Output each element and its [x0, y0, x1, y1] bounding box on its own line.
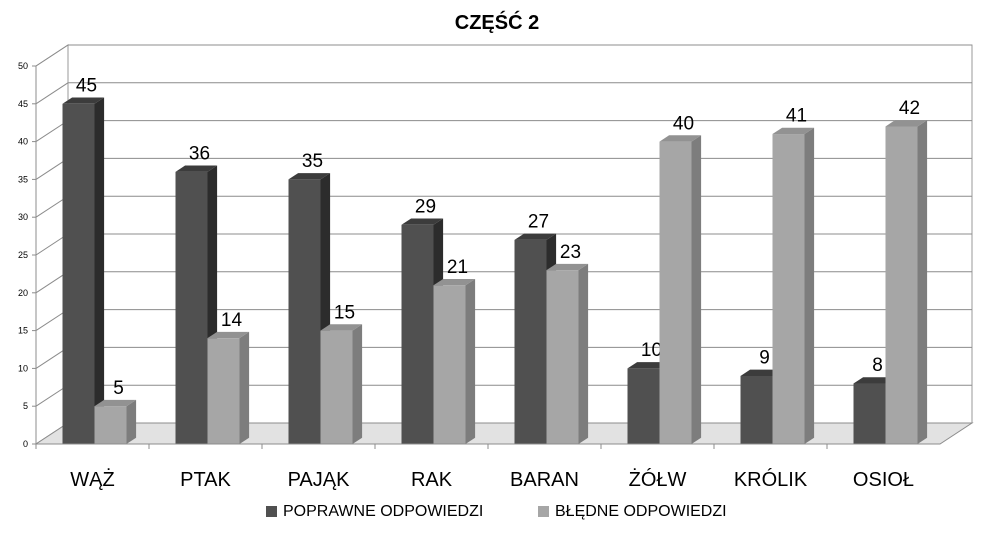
bar-front [546, 270, 579, 444]
x-tick-label: PAJĄK [288, 469, 351, 491]
bar-front [740, 375, 773, 444]
bar-side [804, 127, 815, 445]
legend-swatch [266, 506, 277, 517]
x-axis: WĄŻ PTAK PAJĄK RAK BARAN ŻÓŁW KRÓLIK OSIOŁ [35, 443, 940, 491]
x-tick-label: ŻÓŁW [629, 468, 687, 491]
y-tick-label: 40 [18, 137, 28, 147]
gridline [35, 44, 972, 67]
bar-top [207, 331, 250, 339]
bar-side [94, 97, 105, 444]
y-tick-label: 50 [18, 61, 28, 71]
x-tick-label: KRÓLIK [734, 468, 808, 491]
bar [433, 278, 476, 444]
bar-front [772, 134, 805, 445]
y-tick-label: 45 [18, 99, 28, 109]
bar-front [401, 224, 434, 444]
bar-front [853, 383, 886, 444]
bar-top [885, 120, 928, 127]
bar-front [433, 285, 466, 444]
bar-side [917, 120, 928, 445]
y-tick-label: 25 [18, 250, 28, 260]
gridline [35, 82, 972, 105]
bar-top [740, 369, 783, 376]
legend: POPRAWNE ODPOWIEDZI BŁĘDNE ODPOWIEDZI [266, 503, 727, 520]
data-label: 15 [334, 302, 355, 323]
legend-item: BŁĘDNE ODPOWIEDZI [538, 503, 727, 520]
bar-side [352, 324, 363, 444]
data-label: 9 [759, 348, 770, 369]
data-label: 5 [113, 378, 124, 399]
legend-label: POPRAWNE ODPOWIEDZI [283, 503, 483, 520]
bar-front [175, 171, 208, 444]
bar [885, 120, 928, 445]
bar [94, 399, 137, 444]
bar-top [320, 324, 363, 331]
bar-front [659, 141, 692, 444]
bar-side [465, 278, 476, 444]
data-label: 8 [872, 355, 883, 376]
chart-title: CZĘŚĆ 2 [455, 10, 539, 34]
data-label: 35 [302, 151, 323, 172]
bar-top [288, 173, 331, 180]
bars: 45 5 36 14 35 15 29 21 27 23 10 40 9 41 8 42 [62, 76, 928, 445]
y-tick-label: 5 [23, 401, 28, 411]
bar-front [62, 103, 95, 445]
data-label: 14 [221, 310, 243, 331]
y-tick-label: 30 [18, 212, 28, 222]
x-tick-label: PTAK [180, 469, 231, 491]
x-tick-label: OSIOŁ [853, 469, 914, 491]
bar-front [885, 126, 918, 444]
y-axis: 0 5 10 15 20 25 30 35 40 45 50 [18, 61, 37, 449]
bar-top [94, 399, 137, 407]
y-tick-label: 35 [18, 174, 28, 184]
x-tick-label: RAK [411, 469, 453, 491]
bar-side [126, 399, 137, 444]
bar-top [546, 263, 589, 271]
legend-label: BŁĘDNE ODPOWIEDZI [555, 503, 727, 520]
y-tick-label: 10 [18, 363, 28, 373]
data-label: 36 [189, 144, 210, 165]
bar [320, 324, 363, 444]
bar-side [578, 263, 589, 444]
data-label: 21 [447, 257, 468, 278]
bar-top [659, 135, 702, 142]
y-tick-label: 0 [23, 439, 28, 449]
data-label: 45 [76, 76, 97, 97]
bar [546, 263, 589, 444]
bar-front [94, 406, 127, 444]
bar-front [207, 338, 240, 444]
y-tick-label: 15 [18, 326, 28, 336]
bar-side [239, 331, 250, 444]
data-label: 10 [641, 340, 662, 361]
x-tick-label: WĄŻ [70, 468, 114, 491]
bar [207, 331, 250, 444]
legend-item: POPRAWNE ODPOWIEDZI [266, 503, 483, 520]
bar-front [288, 179, 321, 444]
bar [772, 127, 815, 445]
data-label: 42 [899, 98, 920, 119]
bar-front [320, 330, 353, 444]
bar [659, 135, 702, 445]
bar-front [627, 368, 660, 444]
bar-side [691, 135, 702, 445]
x-tick-label: BARAN [510, 469, 579, 491]
bar-top [627, 362, 670, 369]
bar-top [62, 97, 105, 104]
bar-front [514, 239, 547, 444]
bar-top [433, 278, 476, 286]
data-label: 23 [560, 242, 581, 263]
data-label: 29 [415, 196, 436, 217]
data-label: 40 [673, 113, 694, 134]
bar-top [772, 127, 815, 135]
bar-top [175, 165, 218, 172]
bar [62, 97, 105, 445]
data-label: 27 [528, 212, 549, 233]
y-tick-label: 20 [18, 288, 28, 298]
bar-top [401, 218, 444, 225]
data-label: 41 [786, 106, 807, 127]
legend-swatch [538, 506, 549, 517]
bar-top [514, 233, 557, 240]
bar-top [853, 377, 896, 384]
